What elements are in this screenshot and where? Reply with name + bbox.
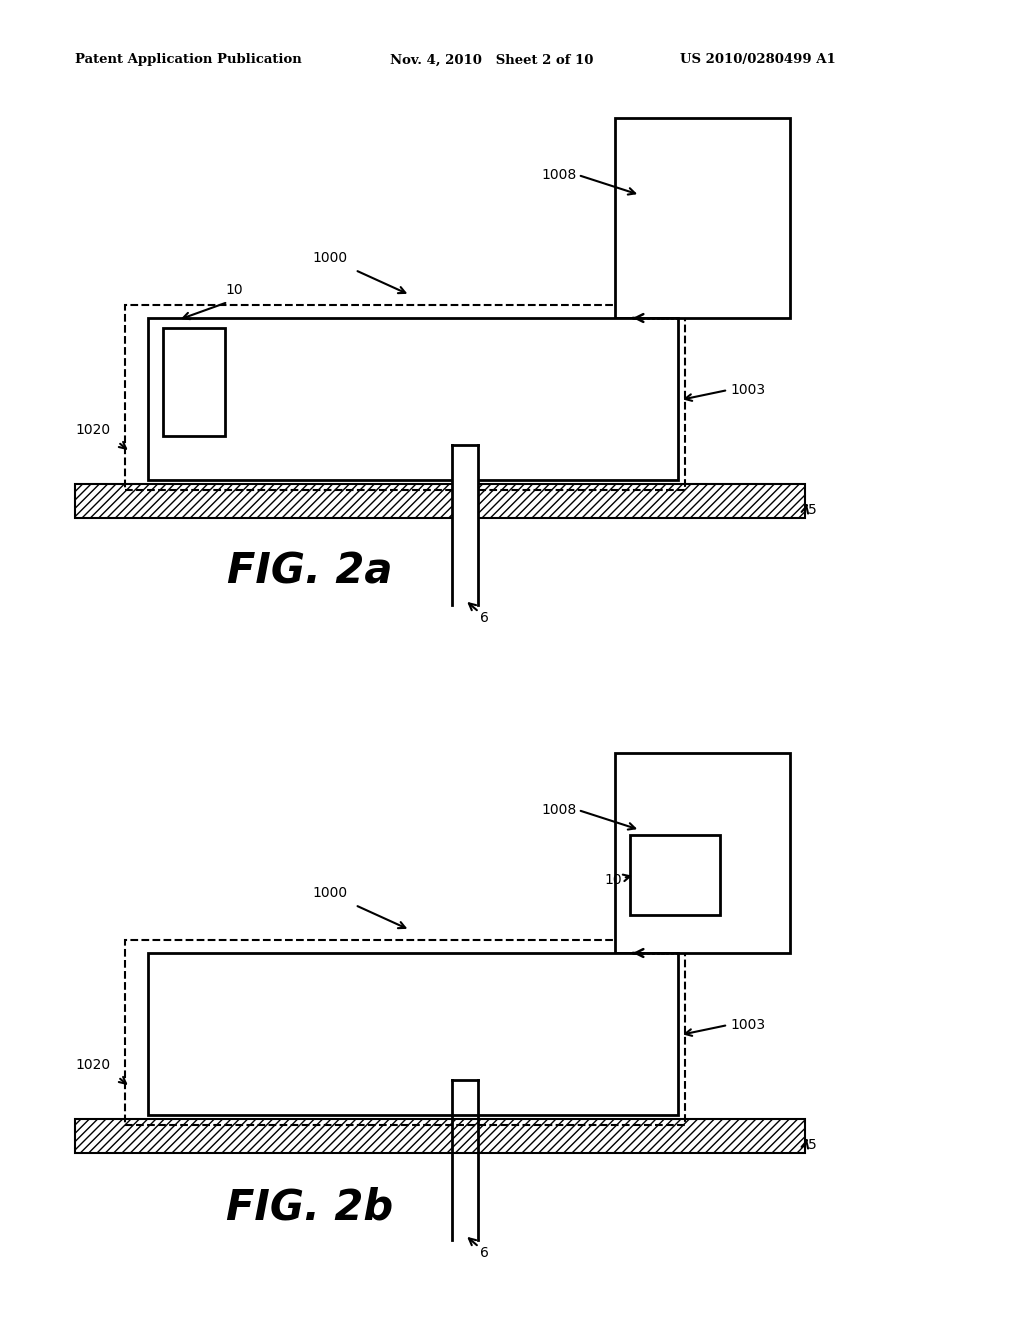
Text: FIG. 2a: FIG. 2a (227, 550, 393, 593)
Text: 1008: 1008 (542, 168, 577, 182)
Text: 6: 6 (480, 1246, 488, 1261)
Bar (615, 117, 790, 318)
Bar (615, 752, 790, 953)
Bar (163, 327, 225, 436)
Text: FIG. 2b: FIG. 2b (226, 1185, 393, 1228)
Text: 1020: 1020 (75, 422, 111, 437)
Text: 5: 5 (808, 503, 817, 517)
Text: 1003: 1003 (730, 383, 765, 397)
Text: 1008: 1008 (542, 803, 577, 817)
Text: 5: 5 (808, 1138, 817, 1152)
Bar (148, 318, 678, 480)
Text: 10: 10 (225, 282, 243, 297)
Bar (75, 484, 805, 517)
Text: 1000: 1000 (312, 251, 347, 265)
Bar (452, 445, 478, 605)
Text: US 2010/0280499 A1: US 2010/0280499 A1 (680, 54, 836, 66)
Text: Nov. 4, 2010   Sheet 2 of 10: Nov. 4, 2010 Sheet 2 of 10 (390, 54, 593, 66)
Bar (148, 953, 678, 1115)
Bar (125, 940, 685, 1125)
Text: 1020: 1020 (75, 1059, 111, 1072)
Text: Patent Application Publication: Patent Application Publication (75, 54, 302, 66)
Text: 1000: 1000 (312, 886, 347, 900)
Text: 10: 10 (604, 873, 622, 887)
Text: 1003: 1003 (730, 1018, 765, 1032)
Bar (75, 1119, 805, 1152)
Text: 6: 6 (480, 611, 488, 624)
Bar (125, 305, 685, 490)
Bar (630, 836, 720, 915)
